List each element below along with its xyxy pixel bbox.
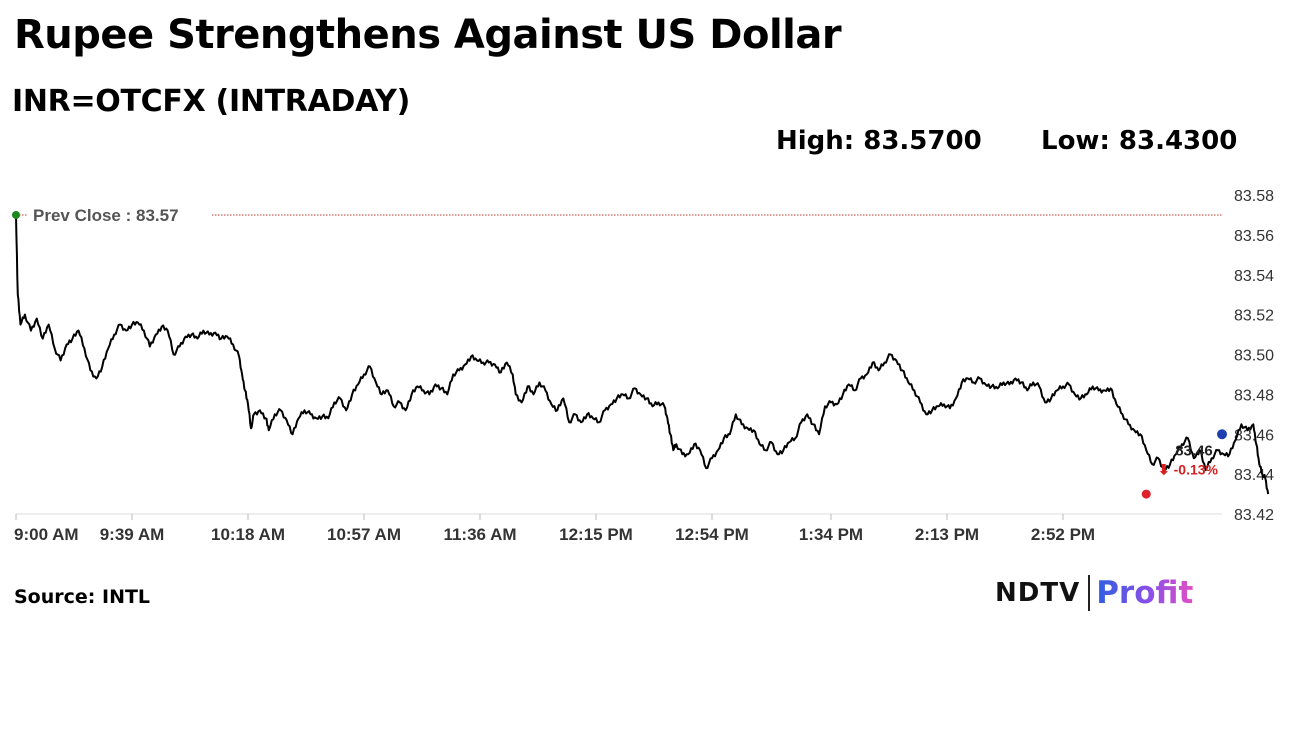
x-tick-label: 1:34 PM: [799, 525, 863, 544]
chart-subtitle: INR=OTCFX (INTRADAY): [12, 84, 411, 119]
x-tick-label: 12:54 PM: [675, 525, 749, 544]
logo-ndtv-text: NDTV: [995, 578, 1081, 608]
y-tick-label: 83.44: [1234, 467, 1274, 484]
y-tick-label: 83.42: [1234, 507, 1274, 524]
x-tick-label: 9:00 AM: [14, 525, 79, 544]
x-tick-label: 2:13 PM: [915, 525, 979, 544]
x-tick-label: 2:52 PM: [1031, 525, 1095, 544]
low-value: Low: 83.4300: [1041, 126, 1238, 156]
high-value: High: 83.5700: [776, 126, 982, 156]
ndtv-profit-logo: NDTV Profit: [995, 574, 1193, 612]
x-tick-label: 10:18 AM: [211, 525, 285, 544]
logo-profit-text: Profit: [1096, 575, 1194, 611]
x-tick-label: 9:39 AM: [100, 525, 165, 544]
intraday-line-chart: 9:00 AM 9:39 AM 10:18 AM 10:57 AM 11:36 AM 12…: [12, 188, 1274, 544]
price-line: [15, 214, 1270, 495]
logo-divider: [1088, 575, 1091, 611]
y-tick-label: 83.48: [1234, 387, 1274, 404]
start-point-marker: [12, 210, 20, 219]
chart-title: Rupee Strengthens Against US Dollar: [14, 12, 842, 58]
x-tick-label: 10:57 AM: [327, 525, 401, 544]
low-point-marker: [1141, 489, 1151, 499]
prev-close-label: Prev Close : 83.57: [33, 206, 179, 225]
y-tick-label: 83.58: [1234, 188, 1274, 205]
source-note: Source: INTL: [14, 586, 151, 608]
x-tick-label: 12:15 PM: [559, 525, 633, 544]
y-tick-label: 83.56: [1234, 228, 1274, 245]
change-percent-label: ⬇ -0.13%: [1158, 461, 1219, 477]
y-tick-label: 83.52: [1234, 308, 1274, 325]
y-tick-label: 83.54: [1234, 268, 1274, 285]
y-tick-label: 83.50: [1234, 348, 1274, 365]
x-tick-label: 11:36 AM: [443, 525, 516, 544]
last-price-label: 83.46: [1175, 442, 1213, 459]
last-price-marker: [1217, 429, 1227, 440]
